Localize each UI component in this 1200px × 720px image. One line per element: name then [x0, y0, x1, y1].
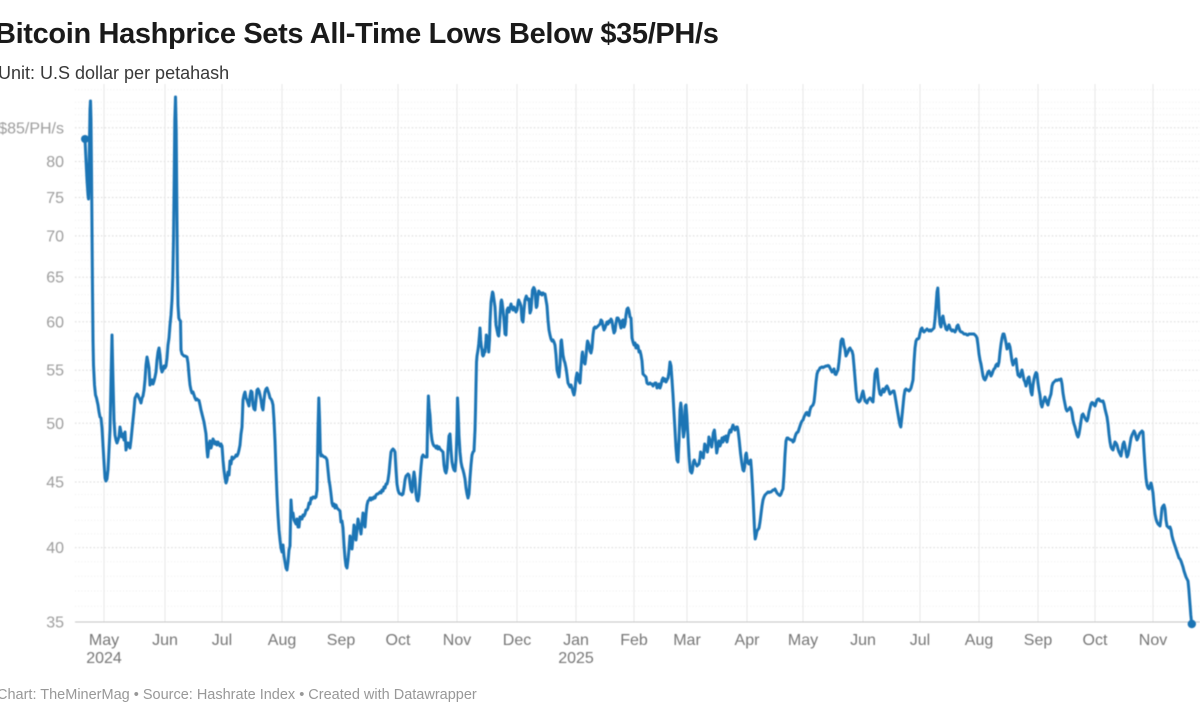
svg-text:Oct: Oct	[1083, 632, 1108, 649]
svg-text:May: May	[788, 632, 818, 649]
svg-text:2025: 2025	[558, 650, 594, 667]
svg-text:May: May	[89, 632, 119, 649]
svg-text:55: 55	[46, 363, 64, 380]
svg-text:Dec: Dec	[503, 632, 531, 649]
svg-text:Aug: Aug	[268, 632, 296, 649]
svg-text:Sep: Sep	[327, 632, 356, 649]
svg-text:Jun: Jun	[850, 632, 876, 649]
svg-text:$85/PH/s: $85/PH/s	[0, 120, 64, 137]
svg-text:Jul: Jul	[910, 632, 930, 649]
svg-text:60: 60	[46, 314, 64, 331]
svg-text:Nov: Nov	[443, 632, 471, 649]
svg-text:40: 40	[46, 540, 64, 557]
svg-text:Sep: Sep	[1024, 632, 1053, 649]
svg-text:Jan: Jan	[563, 632, 589, 649]
svg-text:Oct: Oct	[386, 632, 411, 649]
svg-text:Aug: Aug	[965, 632, 993, 649]
svg-text:Nov: Nov	[1139, 632, 1167, 649]
svg-text:Apr: Apr	[735, 632, 761, 649]
svg-text:35: 35	[46, 615, 64, 632]
svg-text:Mar: Mar	[673, 632, 701, 649]
svg-text:65: 65	[46, 270, 64, 287]
svg-text:70: 70	[46, 228, 64, 245]
svg-text:Jun: Jun	[152, 632, 178, 649]
svg-text:45: 45	[46, 475, 64, 492]
svg-text:80: 80	[46, 154, 64, 171]
svg-text:50: 50	[46, 416, 64, 433]
svg-text:Jul: Jul	[212, 632, 232, 649]
svg-text:Feb: Feb	[620, 632, 648, 649]
svg-text:2024: 2024	[86, 650, 122, 667]
svg-text:75: 75	[46, 190, 64, 207]
